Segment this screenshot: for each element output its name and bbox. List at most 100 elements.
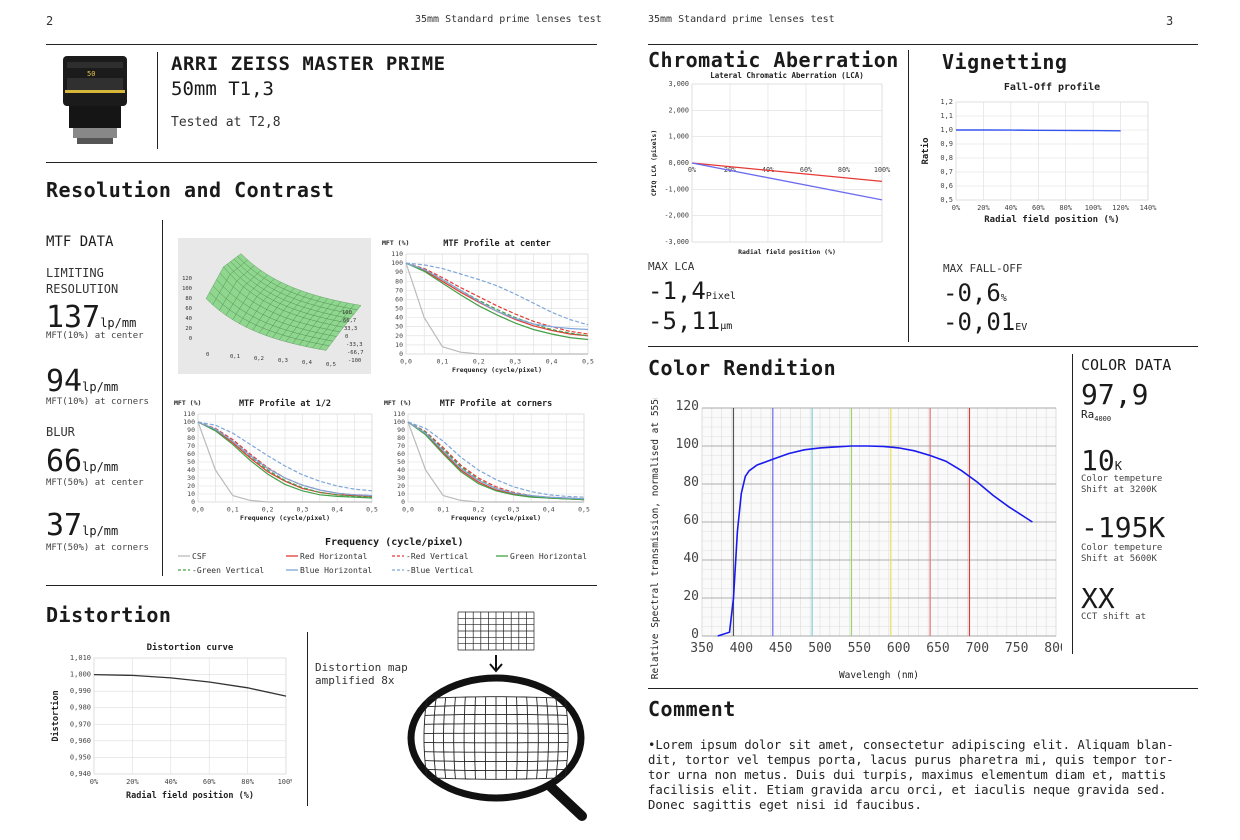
x-tick-label: 0% [688, 166, 696, 174]
x-tick-label: 0,4 [546, 358, 558, 366]
y-tick-label: 0,5 [940, 196, 953, 204]
limiting-label-2: RESOLUTION [46, 282, 119, 296]
x-tick-label: 350 [690, 641, 713, 656]
x-tick-label: 0,3 [509, 358, 521, 366]
warped-grid-line [516, 696, 518, 780]
plot-area [955, 101, 1149, 201]
warped-grid-line [526, 696, 529, 780]
x-axis-label: Frequency (cycle/pixel) [240, 514, 330, 522]
warped-grid-line [424, 760, 568, 763]
x-tick-label: 80% [1059, 204, 1072, 212]
y-tick-label: 0,960 [70, 737, 91, 745]
color-data-title: COLOR DATA [1081, 356, 1172, 374]
series-line-blue-vertical [197, 421, 373, 492]
y-tick-label: 33,3 [344, 326, 357, 332]
y-tick-label: 70 [187, 442, 195, 450]
x-tick-label: 120% [1112, 204, 1130, 212]
y-tick-label: 2,000 [669, 106, 689, 114]
y-tick-label: 0,970 [70, 720, 91, 728]
warped-grid-line [424, 723, 568, 725]
y-axis-label: Relative Spectral transmission, normalis… [650, 398, 661, 679]
mtf-surface-plot: 120 100 80 60 40 20 0 0 0,1 0,2 0,3 0,4 0,5 100 66,7 33… [178, 238, 371, 374]
mtf-stat-1: 137lp/mm [46, 300, 136, 335]
y-tick-label: 50 [187, 458, 195, 466]
shift2-desc-2: Shift at 5600K [1081, 554, 1157, 564]
distortion-section-title: Distortion [46, 603, 172, 627]
resolution-section-title: Resolution and Contrast [46, 178, 335, 202]
lens-header-divider [157, 52, 158, 149]
series-line-csf [197, 421, 372, 503]
x-tick-label: 40% [164, 778, 177, 786]
x-tick-label: 700 [966, 641, 989, 656]
y-tick-label: 0,7 [940, 168, 953, 176]
y-tick-label: 40 [683, 551, 699, 566]
x-axis-label: Radial field position (%) [738, 248, 836, 256]
x-tick-label: 100% [1085, 204, 1103, 212]
y-tick-label: 100 [183, 418, 195, 426]
x-tick-label: 0,5 [366, 506, 378, 514]
x-tick-label: 0,3 [508, 506, 520, 514]
mtf-stat-1-desc: MFT(10%) at center [46, 331, 144, 341]
y-tick-label: 10 [397, 490, 405, 498]
z-tick-label: 100 [182, 286, 192, 292]
mtf-stat-4-value: 37 [46, 508, 83, 543]
x-tick-label: 0,5 [326, 362, 336, 368]
x-tick-label: 0,3 [297, 506, 309, 514]
chart-title: MTF Profile at center [443, 238, 550, 249]
x-tick-label: 60% [1032, 204, 1045, 212]
y-tick-label: 0 [345, 334, 348, 340]
y-axis-label: MFT (%) [384, 399, 411, 407]
x-tick-label: 750 [1005, 641, 1028, 656]
y-tick-label: 10 [395, 341, 403, 349]
shift1-value: 10 [1081, 444, 1115, 477]
x-tick-label: 650 [926, 641, 949, 656]
x-axis-label: Wavelengh (nm) [839, 670, 919, 680]
x-tick-label: 450 [769, 641, 792, 656]
mtf-stat-3-value: 66 [46, 444, 83, 479]
resolution-rule [46, 585, 597, 586]
warped-grid-line [424, 713, 568, 716]
x-tick-label: 0,0 [400, 358, 412, 366]
y-tick-label: 70 [395, 286, 403, 294]
y-tick-label: 0,980 [70, 704, 91, 712]
cct-value: XX [1081, 582, 1115, 615]
shift2-value: -195K [1081, 511, 1166, 544]
shift1: 10K [1081, 444, 1122, 477]
shift2-desc-1: Color tempeture [1081, 543, 1163, 553]
warped-grid-line [424, 751, 568, 753]
mtf-stat-2: 94lp/mm [46, 364, 118, 399]
comment-body: •Lorem ipsum dolor sit amet, consectetur… [648, 738, 1174, 813]
chromatic-section-title: Chromatic Aberration [648, 48, 899, 72]
x-axis-label: Radial field position (%) [984, 214, 1119, 224]
x-tick-label: 500 [808, 641, 831, 656]
z-tick-label: 40 [185, 316, 192, 322]
mtf-stat-4-unit: lp/mm [82, 524, 119, 538]
distortion-map-label-2: amplified 8x [315, 674, 395, 687]
x-tick-label: 40% [1005, 204, 1018, 212]
comment-line: dit, tortor vel tempus porta, lacus puru… [648, 753, 1174, 767]
top-rule-left [46, 44, 597, 45]
series-line-red-vertical [405, 262, 589, 335]
lens-photo: 50 [63, 56, 127, 144]
y-tick-label: 20 [397, 482, 405, 490]
lca-stat-1-unit: Pixel [705, 291, 736, 302]
page-number-left: 2 [46, 14, 54, 28]
running-title-right: 35mm Standard prime lenses test [648, 14, 835, 25]
legend-title: Frequency (cycle/pixel) [325, 537, 464, 548]
y-tick-label: 0 [191, 498, 195, 506]
distortion-curve-chart: 1,010 1,000 0,990 0,980 0,970 0,960 0,950 0,940… [50, 642, 292, 800]
surface-cell [350, 304, 362, 310]
y-tick-label: 100 [393, 418, 405, 426]
legend-label: Green Horizontal [510, 552, 587, 561]
x-tick-label: 20% [977, 204, 990, 212]
color-section-title: Color Rendition [648, 356, 837, 380]
y-tick-label: 10 [187, 490, 195, 498]
lens-header-rule [46, 162, 597, 163]
legend-label: Blue Horizontal [300, 566, 372, 575]
y-tick-label: 80 [683, 475, 699, 490]
series-line-0 [691, 162, 883, 183]
y-tick-label: 20 [395, 332, 403, 340]
legend-label: -Blue Vertical [406, 566, 474, 575]
shift1-unit: K [1114, 459, 1122, 473]
